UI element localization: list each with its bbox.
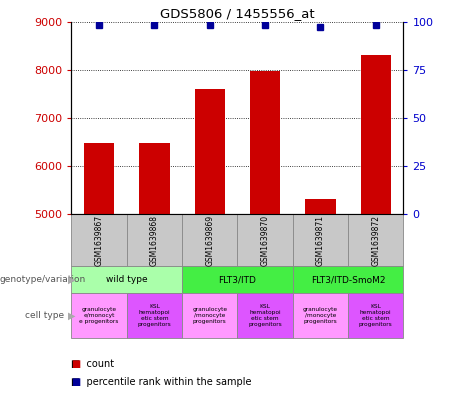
Bar bbox=[250, 71, 280, 214]
Text: GSM1639870: GSM1639870 bbox=[260, 215, 270, 266]
Text: granulocyte
/monocyte
progenitors: granulocyte /monocyte progenitors bbox=[192, 307, 227, 324]
Bar bbox=[195, 89, 225, 214]
Bar bbox=[71, 294, 127, 338]
Text: ■: ■ bbox=[71, 358, 81, 369]
Text: granulocyte
/monocyte
progenitors: granulocyte /monocyte progenitors bbox=[303, 307, 338, 324]
Text: cell type: cell type bbox=[25, 311, 65, 320]
Bar bbox=[84, 143, 114, 214]
Bar bbox=[127, 294, 182, 338]
Text: ▶: ▶ bbox=[68, 275, 76, 285]
Bar bbox=[127, 214, 182, 266]
Bar bbox=[237, 214, 293, 266]
Bar bbox=[71, 266, 182, 294]
Bar bbox=[293, 294, 348, 338]
Bar bbox=[305, 199, 336, 214]
Title: GDS5806 / 1455556_at: GDS5806 / 1455556_at bbox=[160, 7, 315, 20]
Text: FLT3/ITD-SmoM2: FLT3/ITD-SmoM2 bbox=[311, 275, 385, 284]
Bar bbox=[361, 55, 391, 214]
Text: GSM1639871: GSM1639871 bbox=[316, 215, 325, 266]
Text: ■: ■ bbox=[71, 377, 81, 387]
Text: ■  count: ■ count bbox=[71, 358, 115, 369]
Bar bbox=[293, 266, 403, 294]
Bar bbox=[139, 143, 170, 214]
Text: KSL
hematopoi
etic stem
progenitors: KSL hematopoi etic stem progenitors bbox=[359, 305, 393, 327]
Bar bbox=[182, 266, 293, 294]
Bar bbox=[293, 214, 348, 266]
Text: ■  percentile rank within the sample: ■ percentile rank within the sample bbox=[71, 377, 252, 387]
Bar bbox=[348, 294, 403, 338]
Text: GSM1639872: GSM1639872 bbox=[371, 215, 380, 266]
Text: genotype/variation: genotype/variation bbox=[0, 275, 86, 284]
Text: KSL
hematopoi
etic stem
progenitors: KSL hematopoi etic stem progenitors bbox=[248, 305, 282, 327]
Text: GSM1639869: GSM1639869 bbox=[205, 215, 214, 266]
Bar bbox=[237, 294, 293, 338]
Bar bbox=[182, 294, 237, 338]
Text: granulocyte
e/monocyt
e progenitors: granulocyte e/monocyt e progenitors bbox=[79, 307, 119, 324]
Text: wild type: wild type bbox=[106, 275, 148, 284]
Bar bbox=[182, 214, 237, 266]
Text: GSM1639867: GSM1639867 bbox=[95, 215, 104, 266]
Text: FLT3/ITD: FLT3/ITD bbox=[219, 275, 256, 284]
Bar bbox=[348, 214, 403, 266]
Bar bbox=[71, 214, 127, 266]
Text: ▶: ▶ bbox=[68, 311, 76, 321]
Text: GSM1639868: GSM1639868 bbox=[150, 215, 159, 266]
Text: KSL
hematopoi
etic stem
progenitors: KSL hematopoi etic stem progenitors bbox=[137, 305, 171, 327]
